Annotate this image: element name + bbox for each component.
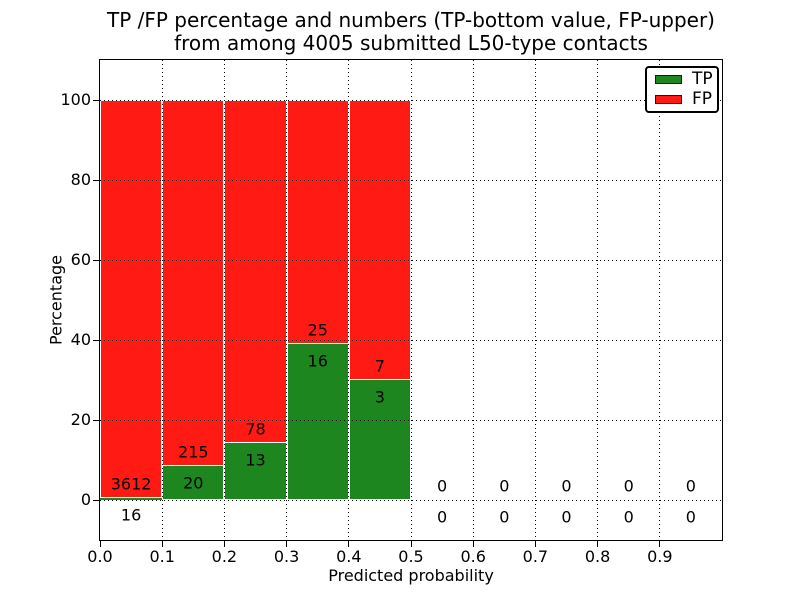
x-gridline <box>161 60 163 540</box>
bar-fp-segment <box>100 100 163 499</box>
x-tick-mark <box>348 541 350 547</box>
x-tick-label: 0.1 <box>149 547 175 566</box>
tp-count-label: 0 <box>499 507 510 527</box>
y-tick-mark <box>93 179 99 181</box>
x-tick-label: 0.3 <box>273 547 300 566</box>
y-tick-label: 100 <box>60 90 91 109</box>
fp-count-label: 0 <box>685 476 696 496</box>
x-tick-mark <box>597 541 599 547</box>
x-tick-mark <box>99 541 101 547</box>
x-tick-mark <box>534 541 536 547</box>
fp-count-label: 0 <box>623 476 634 496</box>
x-tick-label: 0.4 <box>336 547 362 566</box>
x-axis-label: Predicted probability <box>328 566 494 585</box>
legend-item-fp: FP <box>647 91 717 108</box>
x-tick-label: 0.2 <box>211 547 238 566</box>
fp-count-label: 215 <box>178 442 209 462</box>
y-tick-mark <box>93 339 99 341</box>
tp-count-label: 16 <box>307 351 328 371</box>
legend-label-fp: FP <box>692 89 713 109</box>
fp-color-swatch <box>655 95 682 104</box>
fp-count-label: 3612 <box>110 474 152 494</box>
x-tick-label: 0.8 <box>584 547 611 566</box>
chart-title-line2: from among 4005 submitted L50-type conta… <box>174 31 648 55</box>
bar-fp-segment <box>286 100 349 344</box>
tp-count-label: 16 <box>120 505 142 525</box>
x-tick-label: 0.5 <box>398 547 424 566</box>
x-tick-label: 0.6 <box>460 547 486 566</box>
x-gridline <box>286 60 288 540</box>
bar-tp-segment <box>162 465 225 500</box>
x-tick-mark <box>223 541 225 547</box>
bar-tp-segment <box>286 343 349 500</box>
fp-count-label: 78 <box>245 419 266 439</box>
x-tick-label: 0.7 <box>522 547 549 566</box>
legend-box: TP FP <box>645 66 719 113</box>
x-tick-mark <box>659 541 661 547</box>
legend-item-tp: TP <box>647 71 717 88</box>
x-gridline <box>597 60 599 540</box>
bar-fp-segment <box>224 100 287 443</box>
x-gridline <box>472 60 474 540</box>
tp-count-label: 3 <box>374 387 385 407</box>
y-tick-label: 80 <box>70 170 91 189</box>
x-tick-mark <box>472 541 474 547</box>
tp-count-label: 0 <box>561 507 572 527</box>
x-gridline <box>348 60 350 540</box>
y-tick-label: 60 <box>70 250 91 269</box>
y-tick-mark <box>93 419 99 421</box>
bar-tp-segment <box>100 498 163 500</box>
bar-fp-segment <box>348 100 411 380</box>
x-gridline <box>410 60 412 540</box>
tp-count-label: 0 <box>437 507 448 527</box>
bar-fp-segment <box>162 100 225 466</box>
fp-count-label: 25 <box>307 320 328 340</box>
y-tick-mark <box>93 499 99 501</box>
y-tick-label: 40 <box>70 330 91 349</box>
tp-count-label: 0 <box>623 507 634 527</box>
x-tick-label: 0.0 <box>87 547 113 566</box>
x-gridline <box>659 60 661 540</box>
y-tick-mark <box>93 259 99 261</box>
tp-color-swatch <box>655 75 682 84</box>
tp-count-label: 20 <box>183 473 204 493</box>
fp-count-label: 0 <box>561 476 572 496</box>
bar-tp-segment <box>224 442 287 500</box>
y-axis-label: Percentage <box>46 254 66 346</box>
tp-count-label: 0 <box>685 507 696 527</box>
x-gridline <box>223 60 225 540</box>
x-tick-mark <box>161 541 163 547</box>
tp-count-label: 13 <box>245 450 266 470</box>
fp-count-label: 0 <box>499 476 510 496</box>
x-tick-mark <box>410 541 412 547</box>
y-tick-label: 0 <box>80 490 91 509</box>
legend-label-tp: TP <box>692 69 713 89</box>
chart-title: TP /FP percentage and numbers (TP-bottom… <box>100 9 722 55</box>
fp-count-label: 0 <box>437 476 448 496</box>
x-gridline <box>534 60 536 540</box>
bar-tp-segment <box>348 380 411 500</box>
fp-count-label: 7 <box>374 356 385 376</box>
y-tick-label: 20 <box>70 410 91 429</box>
y-tick-mark <box>93 99 99 101</box>
x-tick-mark <box>286 541 288 547</box>
x-tick-label: 0.9 <box>647 547 673 566</box>
chart-title-line1: TP /FP percentage and numbers (TP-bottom… <box>107 8 715 32</box>
